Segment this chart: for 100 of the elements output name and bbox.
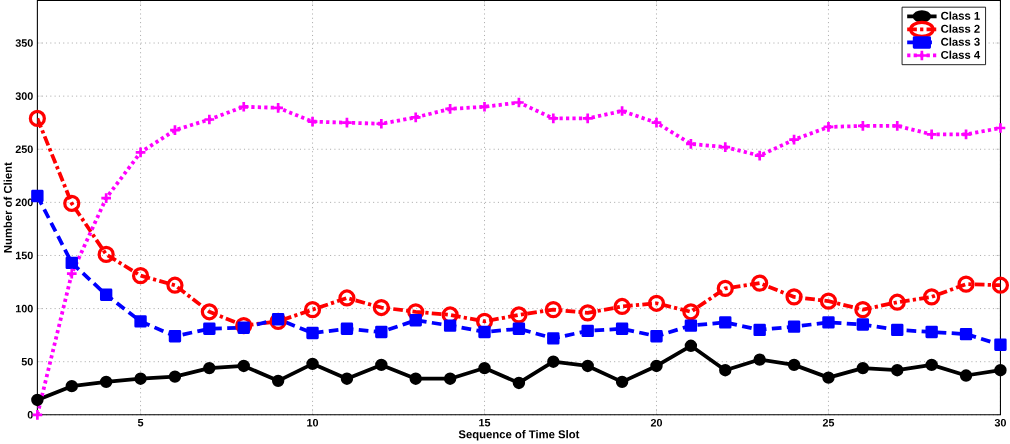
point bbox=[925, 128, 938, 141]
point bbox=[512, 376, 526, 390]
legend-label: Class 2 bbox=[941, 24, 980, 33]
point bbox=[959, 369, 973, 382]
y-tick-label: 300 bbox=[15, 92, 33, 100]
point bbox=[888, 293, 906, 311]
point bbox=[822, 316, 835, 329]
point bbox=[959, 128, 973, 141]
point bbox=[684, 339, 698, 352]
point bbox=[338, 289, 356, 307]
point bbox=[271, 374, 285, 387]
point bbox=[443, 319, 457, 332]
point bbox=[168, 370, 182, 383]
legend-label: Class 3 bbox=[941, 37, 980, 46]
point bbox=[237, 359, 250, 373]
y-tick-label: 50 bbox=[21, 357, 33, 366]
point bbox=[203, 322, 216, 335]
point bbox=[613, 297, 631, 316]
y-tick-label: 200 bbox=[15, 198, 33, 207]
point bbox=[719, 140, 732, 154]
point bbox=[475, 312, 494, 330]
point bbox=[856, 361, 870, 375]
point bbox=[65, 256, 78, 270]
point bbox=[134, 372, 147, 385]
point bbox=[200, 303, 218, 321]
point bbox=[615, 104, 629, 118]
point bbox=[719, 363, 732, 377]
x-tick-label: 20 bbox=[650, 418, 663, 427]
point bbox=[31, 189, 44, 203]
point bbox=[994, 338, 1007, 351]
point bbox=[751, 274, 769, 292]
y-tick-label: 0 bbox=[27, 410, 33, 419]
point bbox=[787, 358, 801, 372]
point bbox=[478, 325, 491, 339]
point bbox=[615, 375, 629, 389]
point bbox=[28, 109, 46, 128]
point bbox=[478, 361, 491, 375]
point bbox=[650, 116, 663, 129]
point bbox=[959, 327, 973, 341]
x-tick-label: 15 bbox=[479, 418, 491, 427]
point bbox=[31, 393, 44, 407]
point bbox=[512, 322, 526, 335]
point bbox=[166, 276, 184, 294]
point bbox=[99, 288, 113, 301]
point bbox=[131, 267, 150, 285]
point bbox=[579, 304, 597, 322]
point bbox=[65, 379, 78, 393]
point bbox=[822, 120, 835, 134]
point bbox=[682, 303, 700, 321]
point bbox=[306, 326, 319, 340]
point bbox=[856, 318, 870, 331]
point bbox=[891, 323, 904, 336]
point bbox=[99, 375, 113, 389]
point bbox=[753, 323, 766, 336]
point bbox=[547, 355, 560, 368]
point bbox=[340, 372, 354, 385]
point bbox=[854, 300, 872, 319]
point bbox=[581, 359, 594, 373]
point bbox=[372, 298, 390, 317]
point bbox=[684, 137, 698, 151]
point bbox=[891, 119, 904, 133]
point bbox=[925, 358, 938, 372]
point bbox=[994, 121, 1007, 135]
point bbox=[994, 363, 1007, 377]
point bbox=[203, 113, 216, 126]
point bbox=[684, 319, 698, 332]
point bbox=[203, 361, 216, 375]
point bbox=[719, 316, 732, 329]
point bbox=[819, 292, 838, 310]
point bbox=[787, 133, 801, 146]
point bbox=[957, 275, 975, 293]
point bbox=[375, 325, 388, 339]
point bbox=[581, 324, 594, 338]
point bbox=[306, 115, 319, 128]
point bbox=[822, 371, 835, 384]
point bbox=[785, 288, 803, 306]
point bbox=[647, 294, 666, 312]
point bbox=[99, 191, 113, 205]
point bbox=[510, 306, 528, 324]
point bbox=[544, 300, 562, 319]
point bbox=[375, 358, 388, 372]
y-tick-label: 350 bbox=[15, 39, 33, 47]
legend-label: Class 4 bbox=[941, 50, 981, 59]
x-tick-label: 10 bbox=[307, 418, 319, 427]
point bbox=[271, 312, 285, 326]
point bbox=[97, 245, 115, 263]
point bbox=[650, 359, 663, 373]
point bbox=[168, 329, 182, 343]
point bbox=[581, 112, 594, 125]
legend-label: Class 1 bbox=[941, 11, 980, 20]
point bbox=[340, 116, 354, 129]
point bbox=[134, 315, 147, 328]
x-tick-label: 30 bbox=[994, 418, 1006, 427]
x-axis-title: Sequence of Time Slot bbox=[458, 429, 580, 441]
point bbox=[409, 111, 422, 124]
point bbox=[512, 96, 526, 109]
point bbox=[716, 279, 734, 297]
point bbox=[271, 101, 285, 114]
point bbox=[856, 119, 870, 133]
point bbox=[63, 194, 81, 212]
